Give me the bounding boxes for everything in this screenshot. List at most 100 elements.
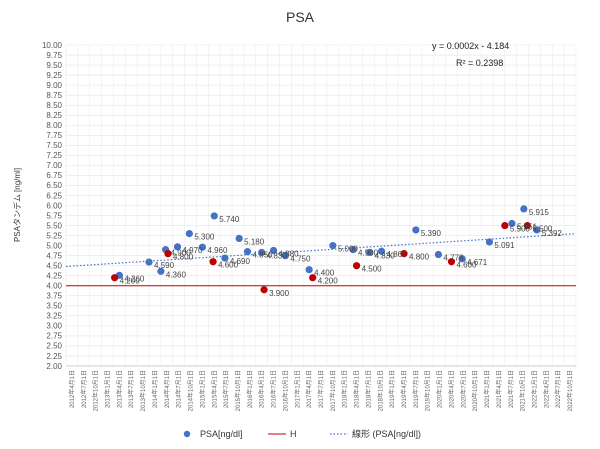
- data-label: 5.000: [338, 245, 359, 254]
- x-tick-label: 2019年7月1日: [412, 370, 420, 408]
- data-label: 4.860: [386, 250, 407, 259]
- data-label: 5.740: [219, 215, 240, 224]
- x-tick-label: 2017年10月1日: [329, 370, 337, 411]
- psa-point: [173, 243, 182, 251]
- y-tick-label: 2.75: [46, 332, 62, 341]
- data-label: 4.960: [207, 246, 228, 255]
- data-label: 5.551: [517, 223, 538, 232]
- h-point: [164, 250, 172, 258]
- data-labels: 4.2604.5904.3604.9004.9705.3004.9605.740…: [120, 208, 563, 298]
- psa-point: [349, 246, 357, 254]
- psa-point: [258, 248, 266, 257]
- x-tick-label: 2022年4月1日: [542, 370, 550, 408]
- y-tick-label: 7.50: [46, 141, 62, 150]
- data-label: 4.900: [171, 249, 192, 258]
- data-label: 5.180: [244, 237, 265, 246]
- x-tick-label: 2017年4月1日: [305, 370, 313, 408]
- x-tick-label: 2022年7月1日: [554, 370, 562, 408]
- data-label: 4.690: [230, 257, 251, 266]
- y-tick-label: 2.25: [46, 352, 62, 361]
- psa-point: [210, 212, 218, 220]
- data-label: 4.400: [314, 269, 335, 278]
- psa-point: [366, 248, 374, 257]
- data-label: 4.360: [166, 270, 187, 279]
- data-label: 4.600: [456, 261, 477, 270]
- y-tick-label: 3.25: [46, 312, 62, 321]
- x-tick-labels: 2012年4月1日 2012年7月1日 2012年10月1日 2013年1月1日 201…: [68, 370, 574, 411]
- x-tick-label: 2018年1月1日: [341, 370, 349, 408]
- y-tick-label: 4.00: [46, 282, 62, 291]
- legend-label: H: [290, 429, 297, 439]
- h-point: [209, 258, 217, 266]
- x-tick-label: 2020年10月1日: [471, 370, 479, 411]
- x-tick-label: 2013年1月1日: [104, 370, 112, 408]
- x-tick-label: 2015年10月1日: [234, 370, 242, 411]
- x-tick-label: 2018年7月1日: [364, 370, 372, 408]
- x-tick-label: 2021年7月1日: [507, 370, 515, 408]
- psa-point: [243, 248, 252, 256]
- psa-point: [329, 242, 337, 250]
- data-label: 4.600: [218, 261, 239, 270]
- x-tick-label: 2015年7月1日: [222, 370, 230, 408]
- x-tick-label: 2012年7月1日: [80, 370, 88, 408]
- data-label: 4.750: [290, 255, 311, 264]
- legend: PSA[ng/dl] H 線形 (PSA[ng/dl]): [183, 428, 421, 439]
- x-tick-label: 2014年7月1日: [175, 370, 183, 408]
- data-label: 4.800: [173, 253, 194, 262]
- x-tick-label: 2017年1月1日: [293, 370, 301, 408]
- data-label: 4.800: [409, 253, 430, 262]
- y-tick-label: 5.75: [46, 211, 62, 220]
- data-label: 3.900: [269, 289, 290, 298]
- x-tick-label: 2015年4月1日: [210, 370, 218, 408]
- y-tick-label: 5.50: [46, 221, 62, 230]
- x-tick-label: 2020年1月1日: [436, 370, 444, 408]
- y-tick-label: 2.00: [46, 362, 62, 371]
- legend-marker: [183, 430, 191, 438]
- data-label: 4.970: [182, 246, 203, 255]
- psa-point: [198, 243, 206, 251]
- x-tick-label: 2015年1月1日: [198, 370, 206, 408]
- data-label: 4.671: [467, 258, 488, 267]
- x-tick-label: 2016年10月1日: [281, 370, 289, 411]
- data-label: 4.830: [267, 251, 288, 260]
- data-label: 4.778: [443, 254, 464, 263]
- x-tick-label: 2014年10月1日: [187, 370, 195, 411]
- psa-point: [235, 234, 243, 243]
- psa-point: [520, 205, 528, 213]
- y-tick-label: 5.25: [46, 231, 62, 240]
- data-label: 4.200: [120, 277, 141, 286]
- data-label: 5.390: [421, 229, 442, 238]
- trend-equation: y = 0.0002x - 4.184: [432, 41, 509, 51]
- y-tick-label: 7.75: [46, 131, 62, 140]
- data-points: [111, 205, 541, 294]
- x-tick-label: 2016年1月1日: [246, 370, 254, 408]
- psa-point: [377, 247, 386, 255]
- x-tick-label: 2018年10月1日: [376, 370, 384, 411]
- h-point: [260, 286, 268, 294]
- y-tick-label: 6.75: [46, 171, 62, 180]
- y-tick-label: 6.50: [46, 181, 62, 190]
- y-tick-label: 2.50: [46, 342, 62, 351]
- x-tick-label: 2022年1月1日: [530, 370, 538, 408]
- x-tick-label: 2014年1月1日: [151, 370, 159, 408]
- y-tick-label: 9.25: [46, 71, 62, 80]
- data-label: 4.260: [124, 274, 145, 283]
- y-tick-label: 9.50: [46, 61, 62, 70]
- y-tick-label: 7.25: [46, 151, 62, 160]
- h-point: [309, 274, 317, 282]
- psa-point: [458, 255, 466, 263]
- x-tick-label: 2020年7月1日: [459, 370, 467, 408]
- h-point: [352, 262, 361, 270]
- data-label: 4.830: [375, 251, 396, 260]
- y-tick-label: 8.25: [46, 111, 62, 120]
- y-tick-label: 8.75: [46, 91, 62, 100]
- y-tick-label: 8.00: [46, 121, 62, 130]
- y-tick-label: 9.75: [46, 51, 62, 60]
- x-tick-label: 2020年4月1日: [447, 370, 455, 408]
- x-tick-label: 2013年7月1日: [127, 370, 135, 408]
- psa-point: [434, 250, 443, 259]
- x-tick-label: 2017年7月1日: [317, 370, 325, 408]
- psa-point: [221, 254, 229, 262]
- h-point: [447, 258, 456, 266]
